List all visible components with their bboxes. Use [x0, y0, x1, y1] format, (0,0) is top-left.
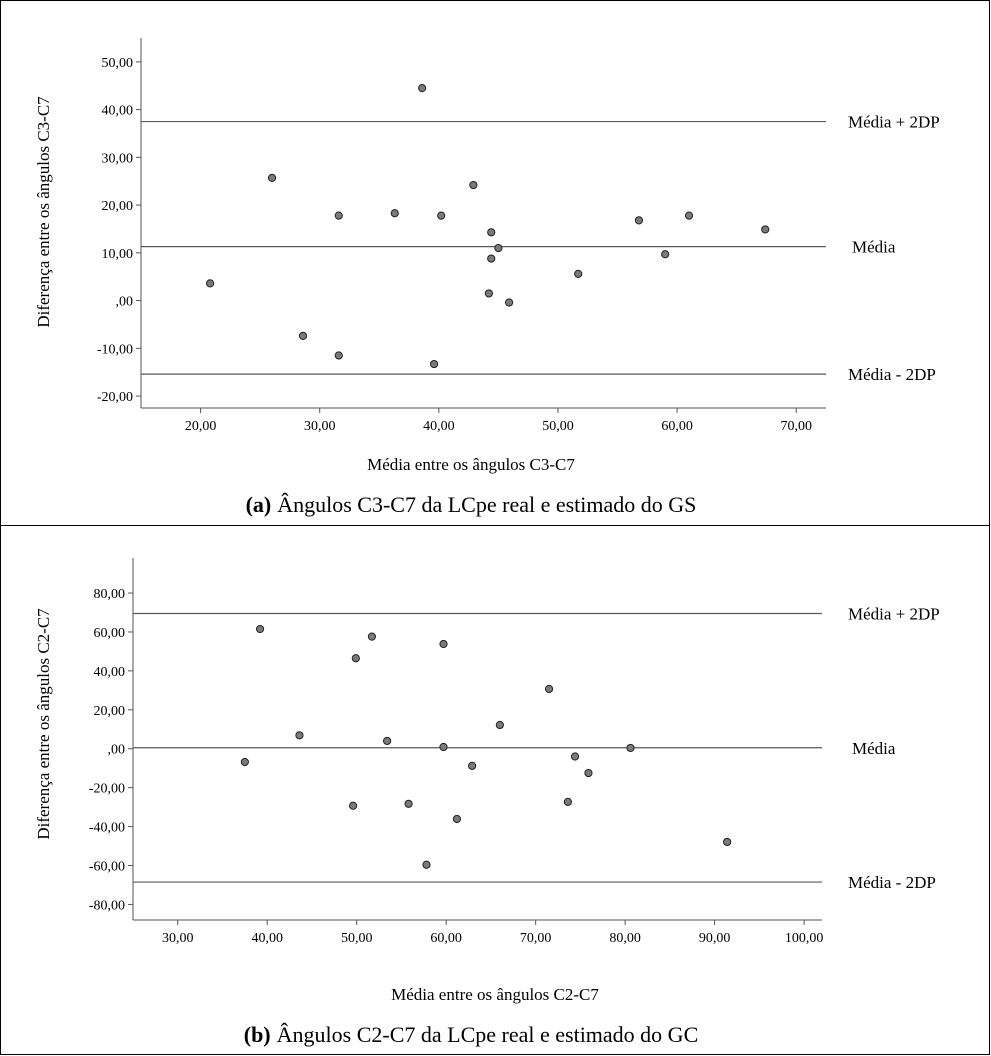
- caption-a-letter: (a): [246, 492, 272, 517]
- data-point-a: [574, 269, 583, 278]
- x-tick-label-a: 30,00: [304, 419, 336, 434]
- caption-b-letter: (b): [244, 1022, 271, 1047]
- x-tick-label-b: 30,00: [162, 931, 194, 946]
- data-point-a: [469, 180, 478, 190]
- y-tick-label-a: 50,00: [102, 56, 134, 71]
- y-tick-label-b: 80,00: [94, 587, 126, 602]
- data-point-b: [452, 814, 462, 824]
- mean-label-a: Média: [852, 238, 896, 257]
- x-tick-label-a: 20,00: [185, 419, 217, 434]
- y-tick-label-b: 40,00: [94, 665, 126, 680]
- data-point-a: [487, 228, 496, 237]
- data-point-a: [484, 289, 493, 298]
- y-tick-label-b: -40,00: [89, 821, 125, 836]
- upper-limit-label-a: Média + 2DP: [848, 113, 940, 132]
- y-tick-label-a: 30,00: [102, 151, 134, 166]
- data-point-a: [334, 211, 343, 220]
- data-point-b: [404, 799, 413, 808]
- plot-area-a: -20,00 -10,00 ,00 10,00 20,00 30,00 40,00 50,00…: [97, 38, 940, 434]
- x-tick-label-a: 40,00: [423, 419, 455, 434]
- y-axis-label-b: Diferença entre os ângulos C2-C7: [34, 608, 53, 840]
- data-point-b: [544, 684, 554, 694]
- data-point-a: [267, 173, 277, 182]
- x-tick-label-a: 60,00: [661, 419, 693, 434]
- data-point-b: [240, 757, 249, 767]
- data-point-b: [495, 720, 504, 730]
- upper-limit-label-b: Média + 2DP: [848, 604, 940, 623]
- panel-b-frame: [0, 525, 990, 1055]
- y-tick-label-b: -60,00: [89, 860, 125, 875]
- lower-limit-label-a: Média - 2DP: [848, 365, 936, 384]
- data-point-b: [439, 742, 448, 752]
- data-point-a: [334, 351, 343, 360]
- data-point-b: [468, 761, 477, 770]
- data-point-b: [383, 736, 392, 746]
- panel-b: -80,00 -60,00 -40,00 -20,00 ,00 20,00 40,00 60,…: [34, 558, 940, 1047]
- x-tick-label-b: 80,00: [609, 931, 641, 946]
- y-tick-label-b: 20,00: [94, 704, 126, 719]
- data-point-b: [439, 639, 448, 649]
- data-point-b: [295, 731, 304, 740]
- data-point-a: [684, 211, 694, 220]
- data-point-b: [351, 654, 360, 663]
- x-axis-label-a: Média entre os ângulos C3-C7: [367, 455, 575, 474]
- y-tick-label-a: ,00: [116, 295, 134, 310]
- y-tick-label-b: -80,00: [89, 898, 125, 913]
- data-point-a: [505, 298, 514, 307]
- y-tick-label-b: 60,00: [94, 626, 126, 641]
- y-tick-label-a: 40,00: [102, 104, 134, 119]
- x-tick-label-b: 90,00: [699, 931, 731, 946]
- data-point-b: [255, 624, 265, 634]
- x-tick-label-a: 50,00: [542, 419, 574, 434]
- data-point-a: [487, 254, 496, 263]
- y-axis-label-a: Diferença entre os ângulos C3-C7: [34, 96, 53, 328]
- data-point-b: [422, 860, 431, 869]
- y-tick-label-b: ,00: [108, 743, 126, 758]
- mean-label-b: Média: [852, 739, 896, 758]
- y-tick-label-a: -20,00: [97, 390, 133, 405]
- y-tick-label-a: -10,00: [97, 342, 133, 357]
- data-point-b: [570, 752, 580, 761]
- x-tick-label-b: 100,00: [785, 931, 824, 946]
- x-axis-label-b: Média entre os ângulos C2-C7: [391, 985, 599, 1004]
- data-point-a: [661, 250, 670, 259]
- caption-b-text: Ângulos C2-C7 da LCpe real e estimado do…: [277, 1022, 699, 1047]
- data-point-a: [437, 211, 446, 220]
- panel-a-frame: [0, 0, 990, 526]
- caption-a-text: Ângulos C3-C7 da LCpe real e estimado do…: [277, 492, 696, 517]
- x-tick-label-b: 40,00: [251, 931, 283, 946]
- caption-b: (b) Ângulos C2-C7 da LCpe real e estimado…: [244, 1022, 699, 1047]
- data-point-a: [429, 359, 439, 369]
- y-tick-label-a: 10,00: [102, 247, 134, 262]
- x-tick-label-b: 50,00: [341, 931, 373, 946]
- data-point-a: [494, 243, 503, 253]
- data-point-a: [205, 279, 215, 288]
- data-point-b: [349, 801, 358, 810]
- data-point-b: [723, 837, 732, 847]
- panel-a: -20,00 -10,00 ,00 10,00 20,00 30,00 40,00 50,00…: [34, 38, 940, 517]
- y-tick-label-b: -20,00: [89, 782, 125, 797]
- data-point-b: [584, 768, 593, 778]
- x-tick-label-a: 70,00: [780, 419, 812, 434]
- x-tick-label-b: 70,00: [520, 931, 552, 946]
- data-point-b: [367, 632, 377, 641]
- data-point-a: [418, 84, 427, 93]
- data-point-b: [563, 797, 572, 806]
- y-tick-label-a: 20,00: [102, 199, 134, 214]
- data-point-a: [761, 225, 770, 234]
- data-point-a: [634, 216, 644, 225]
- x-tick-label-b: 60,00: [430, 931, 462, 946]
- data-point-b: [626, 743, 635, 753]
- lower-limit-label-b: Média - 2DP: [848, 873, 936, 892]
- plot-area-b: -80,00 -60,00 -40,00 -20,00 ,00 20,00 40,00 60,…: [89, 558, 940, 946]
- caption-a: (a) Ângulos C3-C7 da LCpe real e estimado…: [246, 492, 697, 517]
- data-point-a: [298, 331, 308, 341]
- data-point-a: [390, 209, 399, 218]
